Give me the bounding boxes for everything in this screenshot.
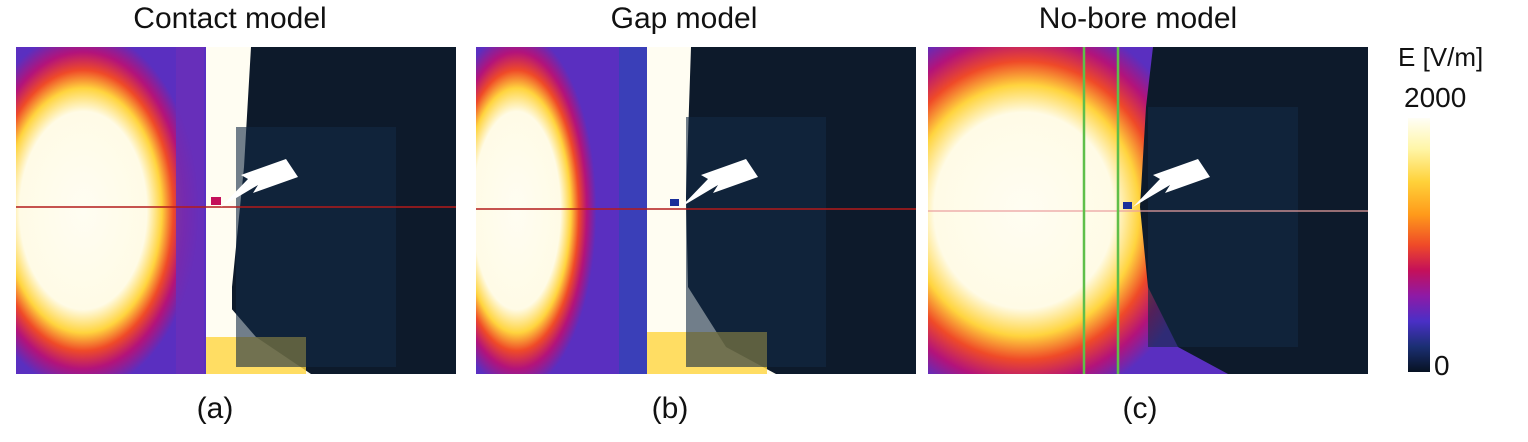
panel-label-c: (c) — [1122, 392, 1158, 425]
panel-title-c: No-bore model — [1038, 2, 1238, 35]
panel-label-b: (b) — [651, 392, 689, 425]
field-map-gap — [476, 47, 916, 374]
panel-label-a: (a) — [196, 392, 234, 425]
colorbar — [1408, 118, 1430, 372]
field-map-contact — [16, 47, 456, 374]
panel-title-a: Contact model — [133, 2, 327, 35]
panel-title-b: Gap model — [610, 2, 758, 35]
field-map-no-bore — [928, 47, 1368, 374]
colorbar-max-label: 2000 — [1404, 82, 1467, 113]
colorbar-title: E [V/m] — [1398, 42, 1484, 72]
colorbar-min-label: 0 — [1434, 350, 1450, 381]
